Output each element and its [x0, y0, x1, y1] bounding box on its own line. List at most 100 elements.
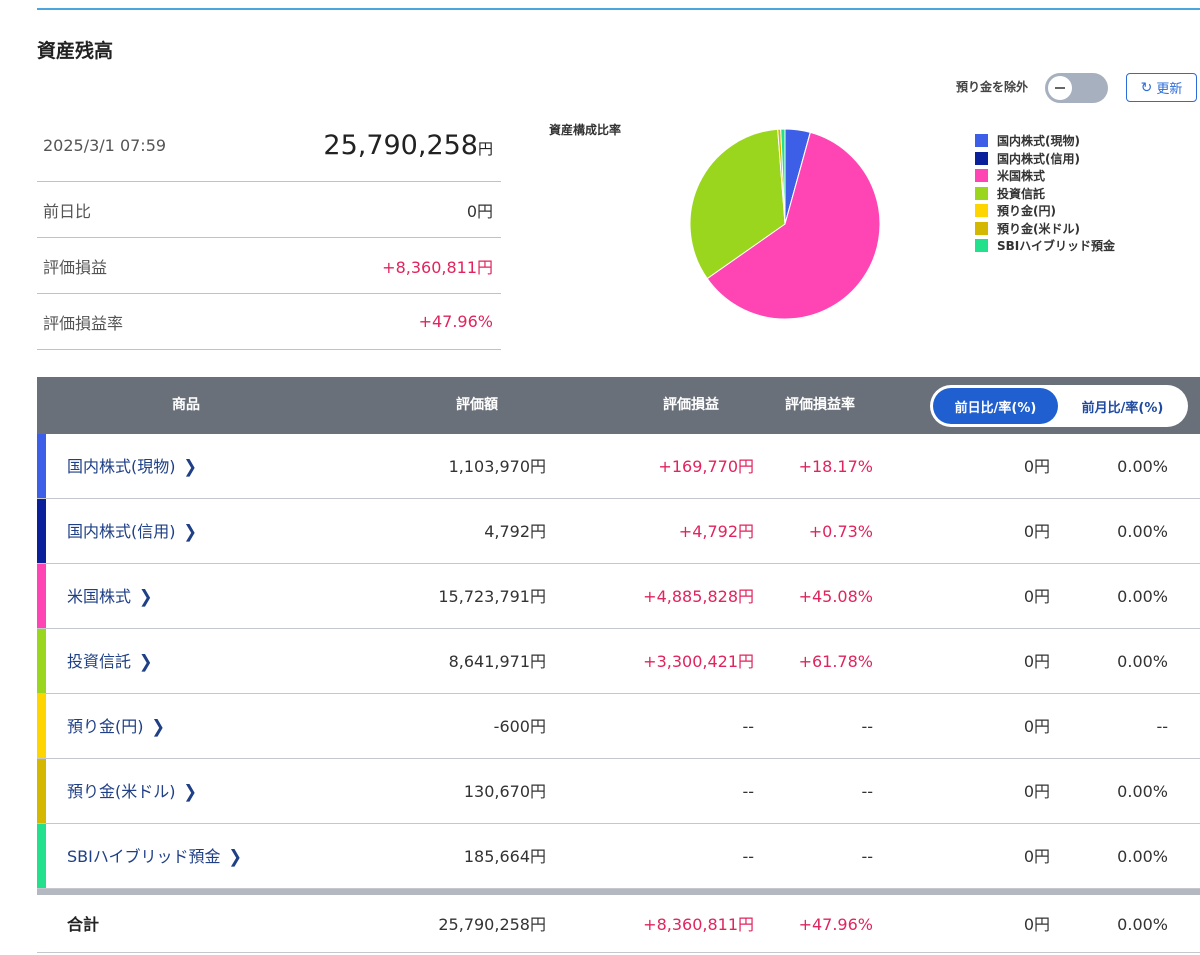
product-link[interactable]: 預り金(円) ❯: [67, 694, 165, 758]
product-link[interactable]: 米国株式 ❯: [67, 564, 152, 628]
cell-pl-rate: --: [861, 717, 873, 736]
header-product: 商品: [172, 397, 200, 413]
legend-label: SBIハイブリッド預金: [997, 239, 1116, 254]
table-row: 国内株式(信用) ❯ 4,792円 +4,792円 +0.73% 0円 0.00%: [37, 499, 1200, 564]
exclude-deposit-label: 預り金を除外: [956, 80, 1029, 94]
legend-item: 国内株式(信用): [975, 150, 1115, 168]
legend-item: 預り金(円): [975, 202, 1115, 220]
tab-day-change[interactable]: 前日比/率(%): [933, 388, 1058, 424]
tab-month-change[interactable]: 前月比/率(%): [1081, 400, 1164, 416]
summary-total-row: 2025/3/1 07:59 25,790,258円: [37, 110, 501, 182]
summary-panel: 2025/3/1 07:59 25,790,258円 前日比 0円 評価損益 +…: [37, 110, 501, 350]
cell-day-rate: 0.00%: [1117, 457, 1168, 476]
summary-value: +8,360,811円: [382, 257, 493, 277]
category-color-bar: [37, 434, 46, 498]
cell-value: 130,670円: [463, 782, 546, 801]
cell-value: 8,641,971円: [448, 652, 546, 671]
product-name: 米国株式: [67, 587, 132, 606]
cell-pl-rate: --: [861, 782, 873, 801]
legend-label: 米国株式: [997, 169, 1046, 184]
cell-day-change: 0円: [1023, 782, 1050, 801]
toggle-knob: [1048, 76, 1072, 100]
cell-pl: +4,792円: [678, 522, 754, 541]
refresh-label: 更新: [1156, 82, 1183, 97]
total-day-rate: 0.00%: [1117, 915, 1168, 934]
cell-pl: +4,885,828円: [643, 587, 754, 606]
product-link[interactable]: 国内株式(現物) ❯: [67, 434, 197, 498]
product-link[interactable]: 国内株式(信用) ❯: [67, 499, 197, 563]
cell-day-change: 0円: [1023, 522, 1050, 541]
cell-value: -600円: [493, 717, 546, 736]
table-row: 預り金(円) ❯ -600円 -- -- 0円 --: [37, 694, 1200, 759]
top-divider: [37, 8, 1200, 10]
legend-item: 投資信託: [975, 185, 1115, 203]
table-header: 商品 評価額 評価損益 評価損益率 前日比/率(%) 前月比/率(%): [37, 377, 1200, 434]
legend-swatch: [975, 169, 988, 183]
legend-label: 国内株式(現物): [997, 134, 1080, 149]
legend-item: SBIハイブリッド預金: [975, 237, 1115, 255]
legend-swatch: [975, 204, 988, 218]
cell-value: 4,792円: [484, 522, 546, 541]
cell-pl-rate: --: [861, 847, 873, 866]
legend-label: 預り金(米ドル): [997, 221, 1080, 236]
summary-value: 0円: [466, 201, 493, 221]
table-row: 国内株式(現物) ❯ 1,103,970円 +169,770円 +18.17% 0円 0.0…: [37, 434, 1200, 499]
product-name: 預り金(米ドル): [67, 782, 176, 801]
cell-pl: --: [742, 847, 754, 866]
legend-item: 米国株式: [975, 167, 1115, 185]
chevron-right-icon: ❯: [151, 716, 165, 737]
cell-pl: +169,770円: [658, 457, 754, 476]
refresh-button[interactable]: ↻ 更新: [1126, 73, 1197, 102]
product-name: 国内株式(現物): [67, 457, 176, 476]
cell-pl: +3,300,421円: [643, 652, 754, 671]
cell-value: 15,723,791円: [438, 587, 546, 606]
category-color-bar: [37, 759, 46, 823]
product-link[interactable]: 預り金(米ドル) ❯: [67, 759, 197, 823]
legend-label: 国内株式(信用): [997, 151, 1080, 166]
legend-label: 預り金(円): [997, 204, 1056, 219]
cell-pl-rate: +45.08%: [798, 587, 873, 606]
legend-swatch: [975, 134, 988, 148]
summary-label: 評価損益率: [43, 313, 124, 333]
total-amount: 25,790,258円: [323, 130, 493, 161]
product-name: 投資信託: [67, 652, 132, 671]
cell-day-rate: 0.00%: [1117, 522, 1168, 541]
legend-swatch: [975, 221, 988, 235]
summary-row-day-change: 前日比 0円: [37, 182, 501, 238]
legend-swatch: [975, 186, 988, 200]
product-link[interactable]: SBIハイブリッド預金 ❯: [67, 824, 242, 888]
exclude-deposit-toggle[interactable]: [1045, 73, 1108, 103]
legend-swatch: [975, 239, 988, 253]
chevron-right-icon: ❯: [183, 781, 197, 802]
total-label: 合計: [67, 915, 100, 934]
category-color-bar: [37, 824, 46, 888]
total-pl: +8,360,811円: [643, 915, 754, 934]
cell-pl-rate: +18.17%: [798, 457, 873, 476]
table-row: SBIハイブリッド預金 ❯ 185,664円 -- -- 0円 0.00%: [37, 824, 1200, 889]
total-value: 25,790,258円: [438, 915, 546, 934]
cell-day-change: 0円: [1023, 457, 1050, 476]
cell-pl: --: [742, 782, 754, 801]
legend-label: 投資信託: [997, 186, 1046, 201]
table-row-total: 合計 25,790,258円 +8,360,811円 +47.96% 0円 0.…: [37, 895, 1200, 953]
table-body: 国内株式(現物) ❯ 1,103,970円 +169,770円 +18.17% 0円 0.0…: [37, 434, 1200, 889]
pie-slice: [780, 128, 786, 225]
chevron-right-icon: ❯: [183, 456, 197, 477]
table-row: 投資信託 ❯ 8,641,971円 +3,300,421円 +61.78% 0円 0.00%: [37, 629, 1200, 694]
timestamp: 2025/3/1 07:59: [43, 136, 167, 155]
section-title: 資産残高: [37, 40, 114, 62]
summary-label: 評価損益: [43, 257, 108, 277]
header-pl-rate: 評価損益率: [785, 397, 855, 413]
table-row: 預り金(米ドル) ❯ 130,670円 -- -- 0円 0.00%: [37, 759, 1200, 824]
cell-pl-rate: +0.73%: [808, 522, 873, 541]
cell-day-rate: --: [1156, 717, 1168, 736]
cell-day-rate: 0.00%: [1117, 587, 1168, 606]
chevron-right-icon: ❯: [139, 651, 153, 672]
header-value: 評価額: [456, 397, 498, 413]
cell-value: 185,664円: [463, 847, 546, 866]
category-color-bar: [37, 499, 46, 563]
product-name: 預り金(円): [67, 717, 144, 736]
header-pl: 評価損益: [663, 397, 719, 413]
chevron-right-icon: ❯: [139, 586, 153, 607]
product-link[interactable]: 投資信託 ❯: [67, 629, 152, 693]
